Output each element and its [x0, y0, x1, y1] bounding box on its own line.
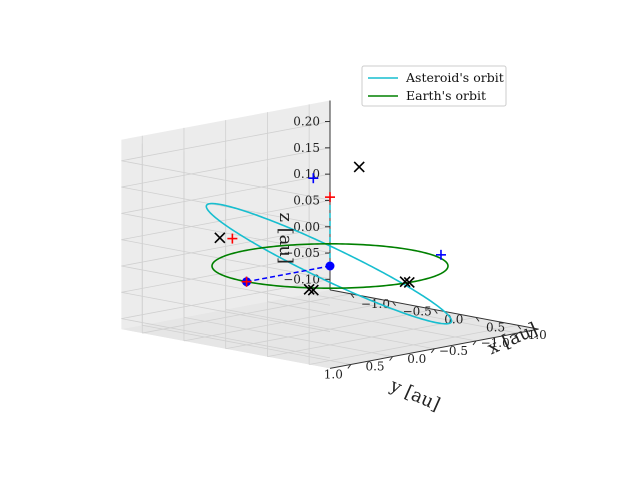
x-tick-4-mark [517, 324, 522, 330]
red-plus-marker-2 [241, 276, 252, 287]
y-axis-label: y [au] [386, 375, 443, 416]
grid-line-z-left [121, 147, 331, 188]
z-axis-label: z [au] [275, 212, 296, 264]
grid-line-z-left [121, 121, 331, 162]
legend: Asteroid's orbit Earth's orbit [361, 65, 507, 107]
z-tick-0: −0.10 [283, 272, 330, 286]
black-x-marker-1 [353, 161, 365, 173]
black-x-marker-0-d2 [214, 232, 226, 244]
black-x-marker-5 [403, 276, 415, 289]
black-x-marker-2 [303, 283, 315, 295]
y-tick-0-label: 1.0 [324, 367, 343, 381]
z-tick-0-label: −0.10 [283, 272, 320, 286]
grid-line-y-floor [142, 324, 351, 365]
legend-label-earth: Earth's orbit [406, 88, 486, 103]
y-tick-0: 1.0 [324, 364, 352, 381]
y-tick-1: 0.5 [365, 356, 393, 374]
grid-line-z-left [121, 226, 331, 267]
z-tick-6-label: 0.20 [293, 115, 320, 129]
series-earth-orbit [211, 243, 449, 289]
sun-earth-dashed-line [246, 265, 331, 283]
x-tick-2-mark [433, 309, 438, 314]
z-tick-1-label: −0.05 [283, 246, 320, 260]
grid-line-z-right [121, 186, 331, 227]
y-tick-4-mark [514, 332, 519, 338]
blue-plus-marker-0 [308, 173, 319, 184]
grid-line-z-left [121, 200, 331, 241]
z-tick-5-label: 0.15 [293, 141, 320, 155]
x-tick-0-mark [350, 293, 355, 299]
z-tick-2-label: 0.00 [293, 220, 320, 234]
blue-plus-marker-1 [435, 249, 446, 260]
x-tick-3-mark [475, 317, 480, 322]
x-tick-4-label: 1.0 [528, 328, 547, 342]
black-x-marker-4-d2 [399, 276, 411, 288]
black-x-marker-3-d2 [307, 284, 319, 296]
red-plus-marker-0 [227, 233, 238, 244]
y-tick-2-mark [430, 348, 435, 354]
x-tick-3-label: 0.5 [486, 320, 505, 334]
grid-line-y-floor [225, 309, 435, 350]
x-tick-4: 1.0 [517, 324, 547, 342]
grid-line-y-floor [267, 301, 477, 342]
grid-line-z-right [121, 318, 331, 359]
series-lines [205, 202, 453, 325]
grid-line-z-left [121, 252, 331, 293]
sun-marker [325, 261, 335, 271]
z-tick-5: 0.15 [293, 141, 330, 155]
x-tick-1-label: −0.5 [403, 305, 432, 319]
x-tick-0-label: −1.0 [361, 297, 390, 311]
x-tick-3: 0.5 [475, 317, 505, 334]
y-tick-3: −0.5 [439, 340, 477, 358]
grid-line-z-left [121, 173, 331, 214]
black-x-marker-2-d2 [303, 283, 315, 295]
grid-line-z-left [121, 278, 331, 320]
legend-label-asteroid: Asteroid's orbit [405, 70, 504, 85]
z-tick-1: −0.05 [283, 246, 330, 260]
x-tick-1-mark [392, 301, 396, 306]
z-tick-6: 0.20 [293, 115, 330, 129]
y-tick-3-label: −0.5 [439, 344, 468, 358]
z-tick-3-label: 0.05 [293, 193, 320, 207]
z-tick-2: 0.00 [293, 220, 330, 234]
y-tick-0-mark [347, 364, 352, 369]
grid-line-y-floor [309, 293, 518, 334]
black-x-marker-1-d2 [353, 161, 365, 173]
black-x-marker-5-d2 [403, 276, 415, 289]
black-x-marker-0 [214, 232, 226, 244]
z-tick-4-label: 0.10 [293, 167, 320, 181]
y-tick-2-label: 0.0 [407, 352, 426, 366]
grid-line-z-right [121, 160, 331, 201]
series-asteroid-orbit [205, 202, 453, 325]
y-tick-4: −1.0 [481, 332, 519, 350]
y-tick-3-mark [472, 340, 477, 346]
y-tick-1-mark [389, 356, 393, 361]
black-x-marker-3 [307, 284, 319, 296]
markers [214, 161, 446, 296]
grid-line-z-right [121, 265, 331, 306]
y-tick-1-label: 0.5 [365, 360, 384, 374]
black-x-marker-4 [399, 276, 411, 288]
x-tick-0: −1.0 [350, 293, 390, 311]
z-tick-3: 0.05 [293, 193, 330, 207]
y-tick-2: 0.0 [407, 348, 435, 366]
grid-line-z-right [121, 212, 331, 254]
y-tick-4-label: −1.0 [481, 336, 510, 350]
grid-line-z-right [121, 291, 331, 332]
grid-line-y-floor [183, 316, 393, 358]
red-plus-marker-1 [325, 192, 335, 203]
